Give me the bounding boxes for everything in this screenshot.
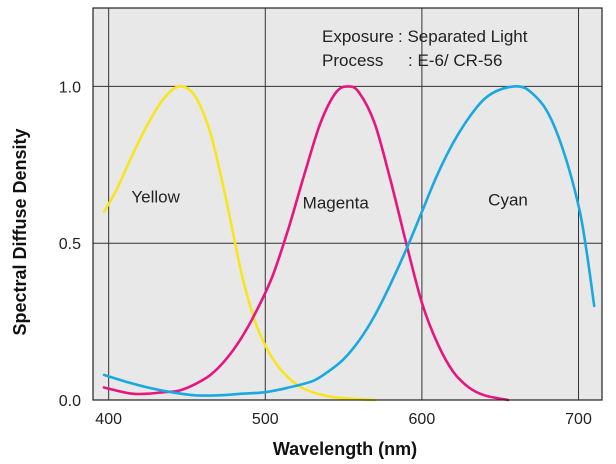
plot-frame [92,7,603,401]
plot-background [93,8,602,400]
annotation-exposure-value: : Separated Light [398,27,528,46]
y-axis-title: Spectral Diffuse Density [10,128,30,335]
x-tick-label: 400 [95,411,122,428]
cyan-series-label: Cyan [488,191,528,210]
y-tick-label: 0.0 [59,393,81,410]
cyan-series-line [102,85,596,397]
annotation-process-value: : E-6/ CR-56 [408,51,502,70]
x-tick-label: 600 [409,411,436,428]
x-tick-label: 500 [252,411,279,428]
series-lines [102,85,596,402]
tick-labels: 400 500 600 700 0.0 0.5 1.0 [59,79,592,428]
x-tick-label: 700 [565,411,592,428]
annotation-process-label: Process [322,51,383,70]
yellow-series-label: Yellow [131,187,180,206]
magenta-series-label: Magenta [303,194,370,213]
y-tick-label: 1.0 [59,79,81,96]
yellow-series-line [102,85,377,402]
annotation-exposure-label: Exposure [322,27,394,46]
x-axis-title: Wavelength (nm) [273,439,417,459]
series-labels: Yellow Magenta Cyan [131,187,527,212]
y-tick-label: 0.5 [59,236,81,253]
